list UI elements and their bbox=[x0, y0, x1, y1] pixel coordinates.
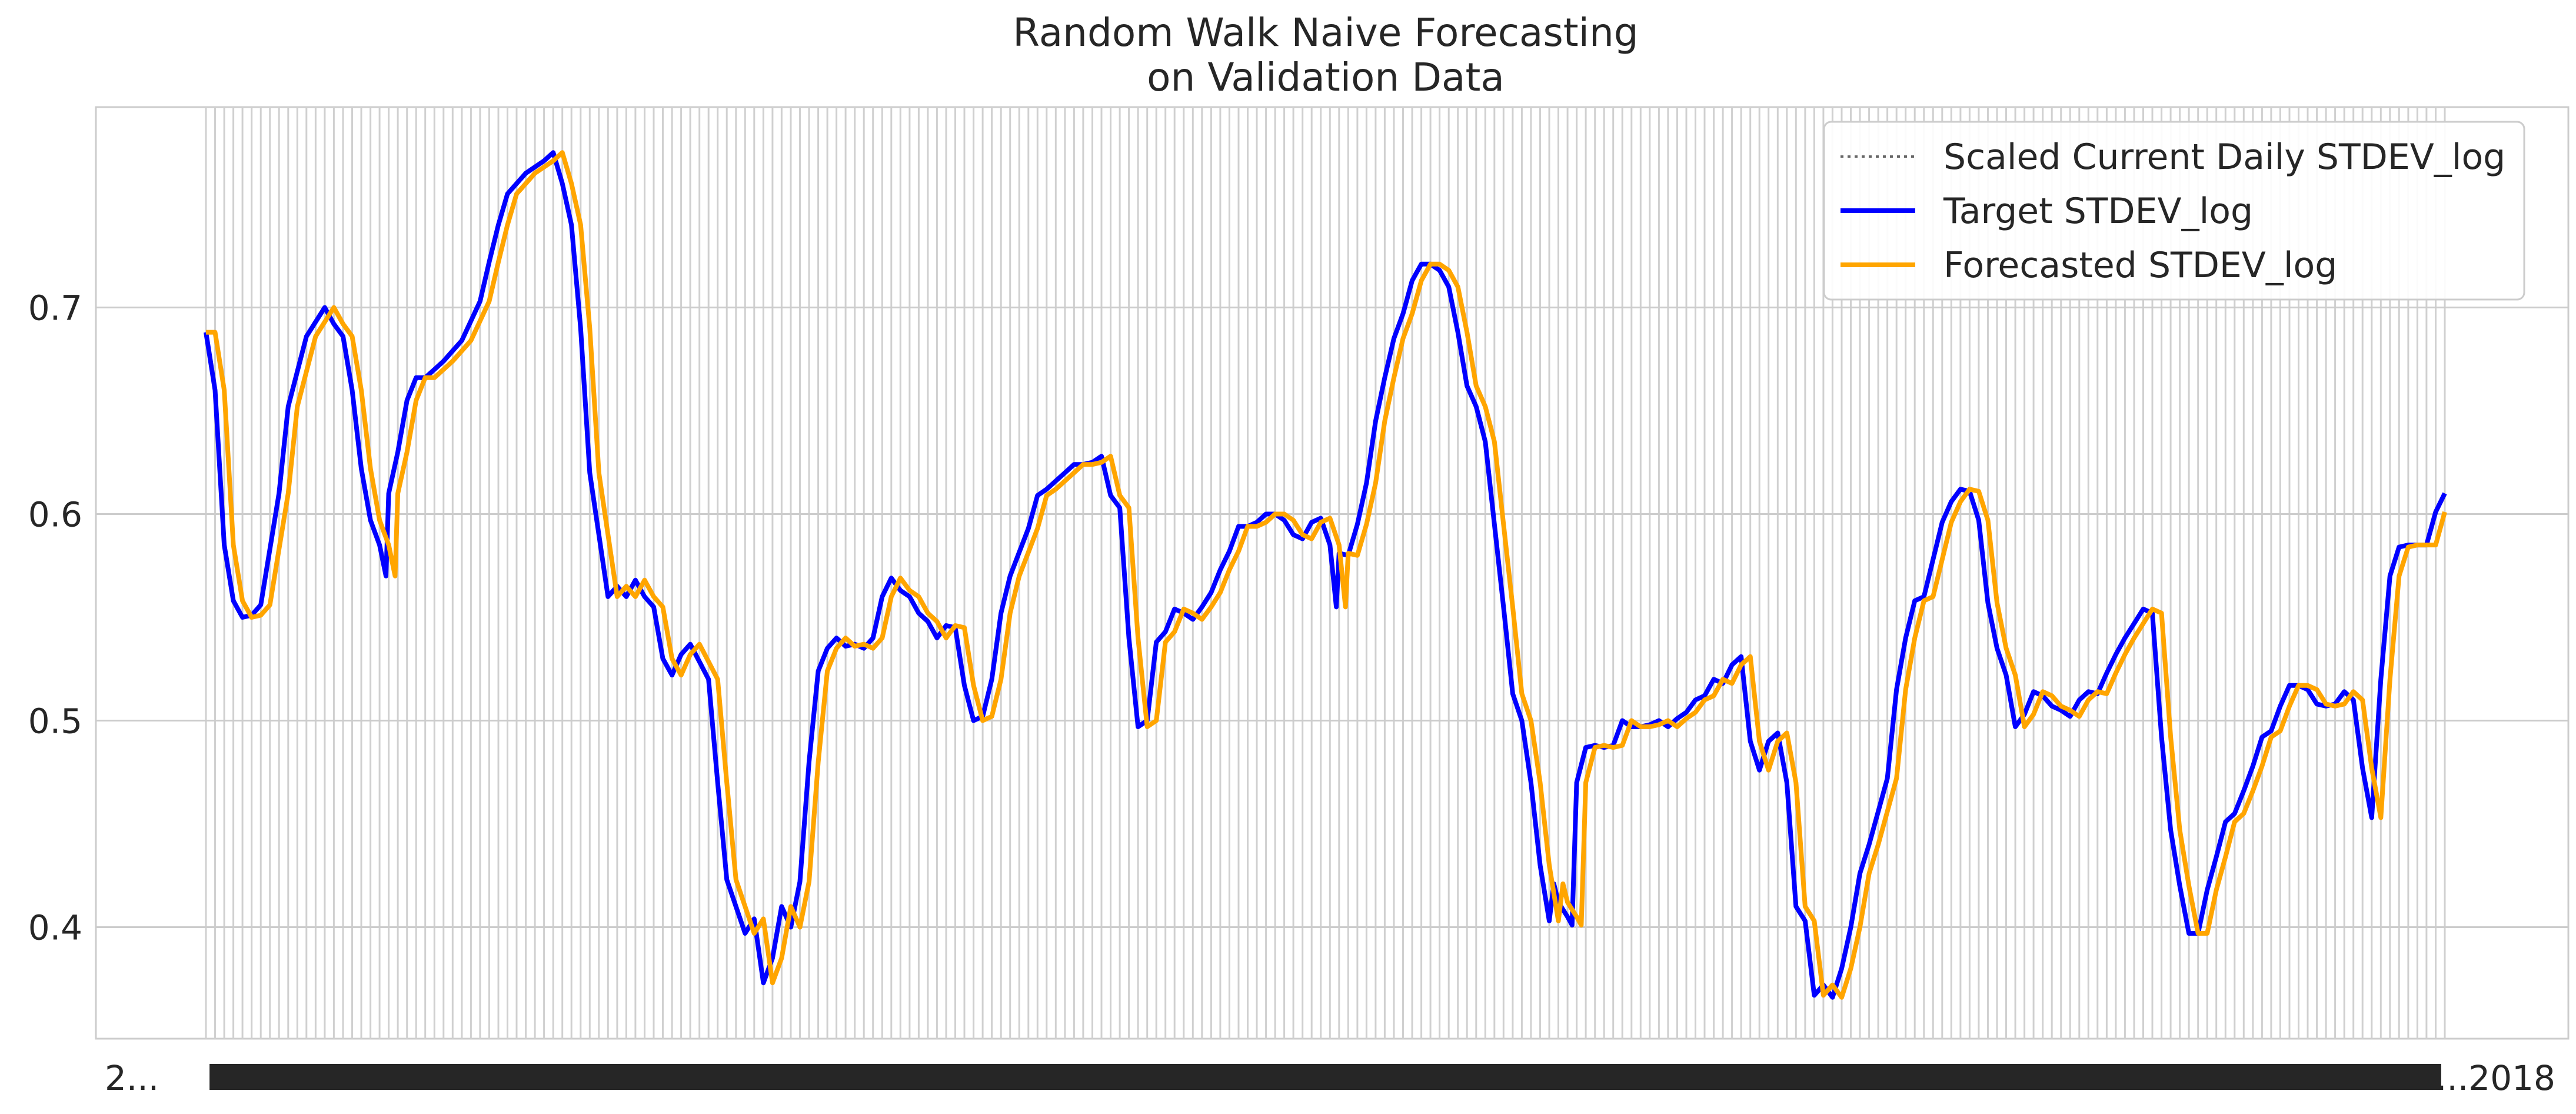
legend-label-scaled: Scaled Current Daily STDEV_log bbox=[1943, 137, 2505, 178]
legend-label-target: Target STDEV_log bbox=[1943, 191, 2253, 232]
forecast-series-line bbox=[206, 150, 2447, 1000]
x-tick-label-overlap bbox=[2375, 1064, 2441, 1090]
chart-title: Random Walk Naive Forecasting bbox=[1013, 10, 1638, 55]
legend-label-forecast: Forecasted STDEV_log bbox=[1943, 245, 2337, 286]
y-tick-label: 0.5 bbox=[28, 701, 82, 741]
y-gridlines bbox=[96, 307, 2568, 928]
target-series-line bbox=[204, 150, 2447, 1000]
x-tick-label-first: 2... bbox=[105, 1058, 159, 1098]
y-tick-label: 0.4 bbox=[28, 908, 82, 948]
y-tick-labels: 0.4 0.5 0.6 0.7 bbox=[28, 288, 82, 948]
chart-subtitle: on Validation Data bbox=[1147, 55, 1505, 100]
x-tick-labels bbox=[209, 1064, 2441, 1090]
legend-box bbox=[1823, 121, 2525, 301]
y-tick-label: 0.7 bbox=[28, 288, 82, 328]
legend: Scaled Current Daily STDEV_log Target ST… bbox=[1823, 121, 2525, 301]
x-tick-label-last: ...2018 bbox=[2436, 1058, 2555, 1098]
y-tick-label: 0.6 bbox=[28, 495, 82, 535]
